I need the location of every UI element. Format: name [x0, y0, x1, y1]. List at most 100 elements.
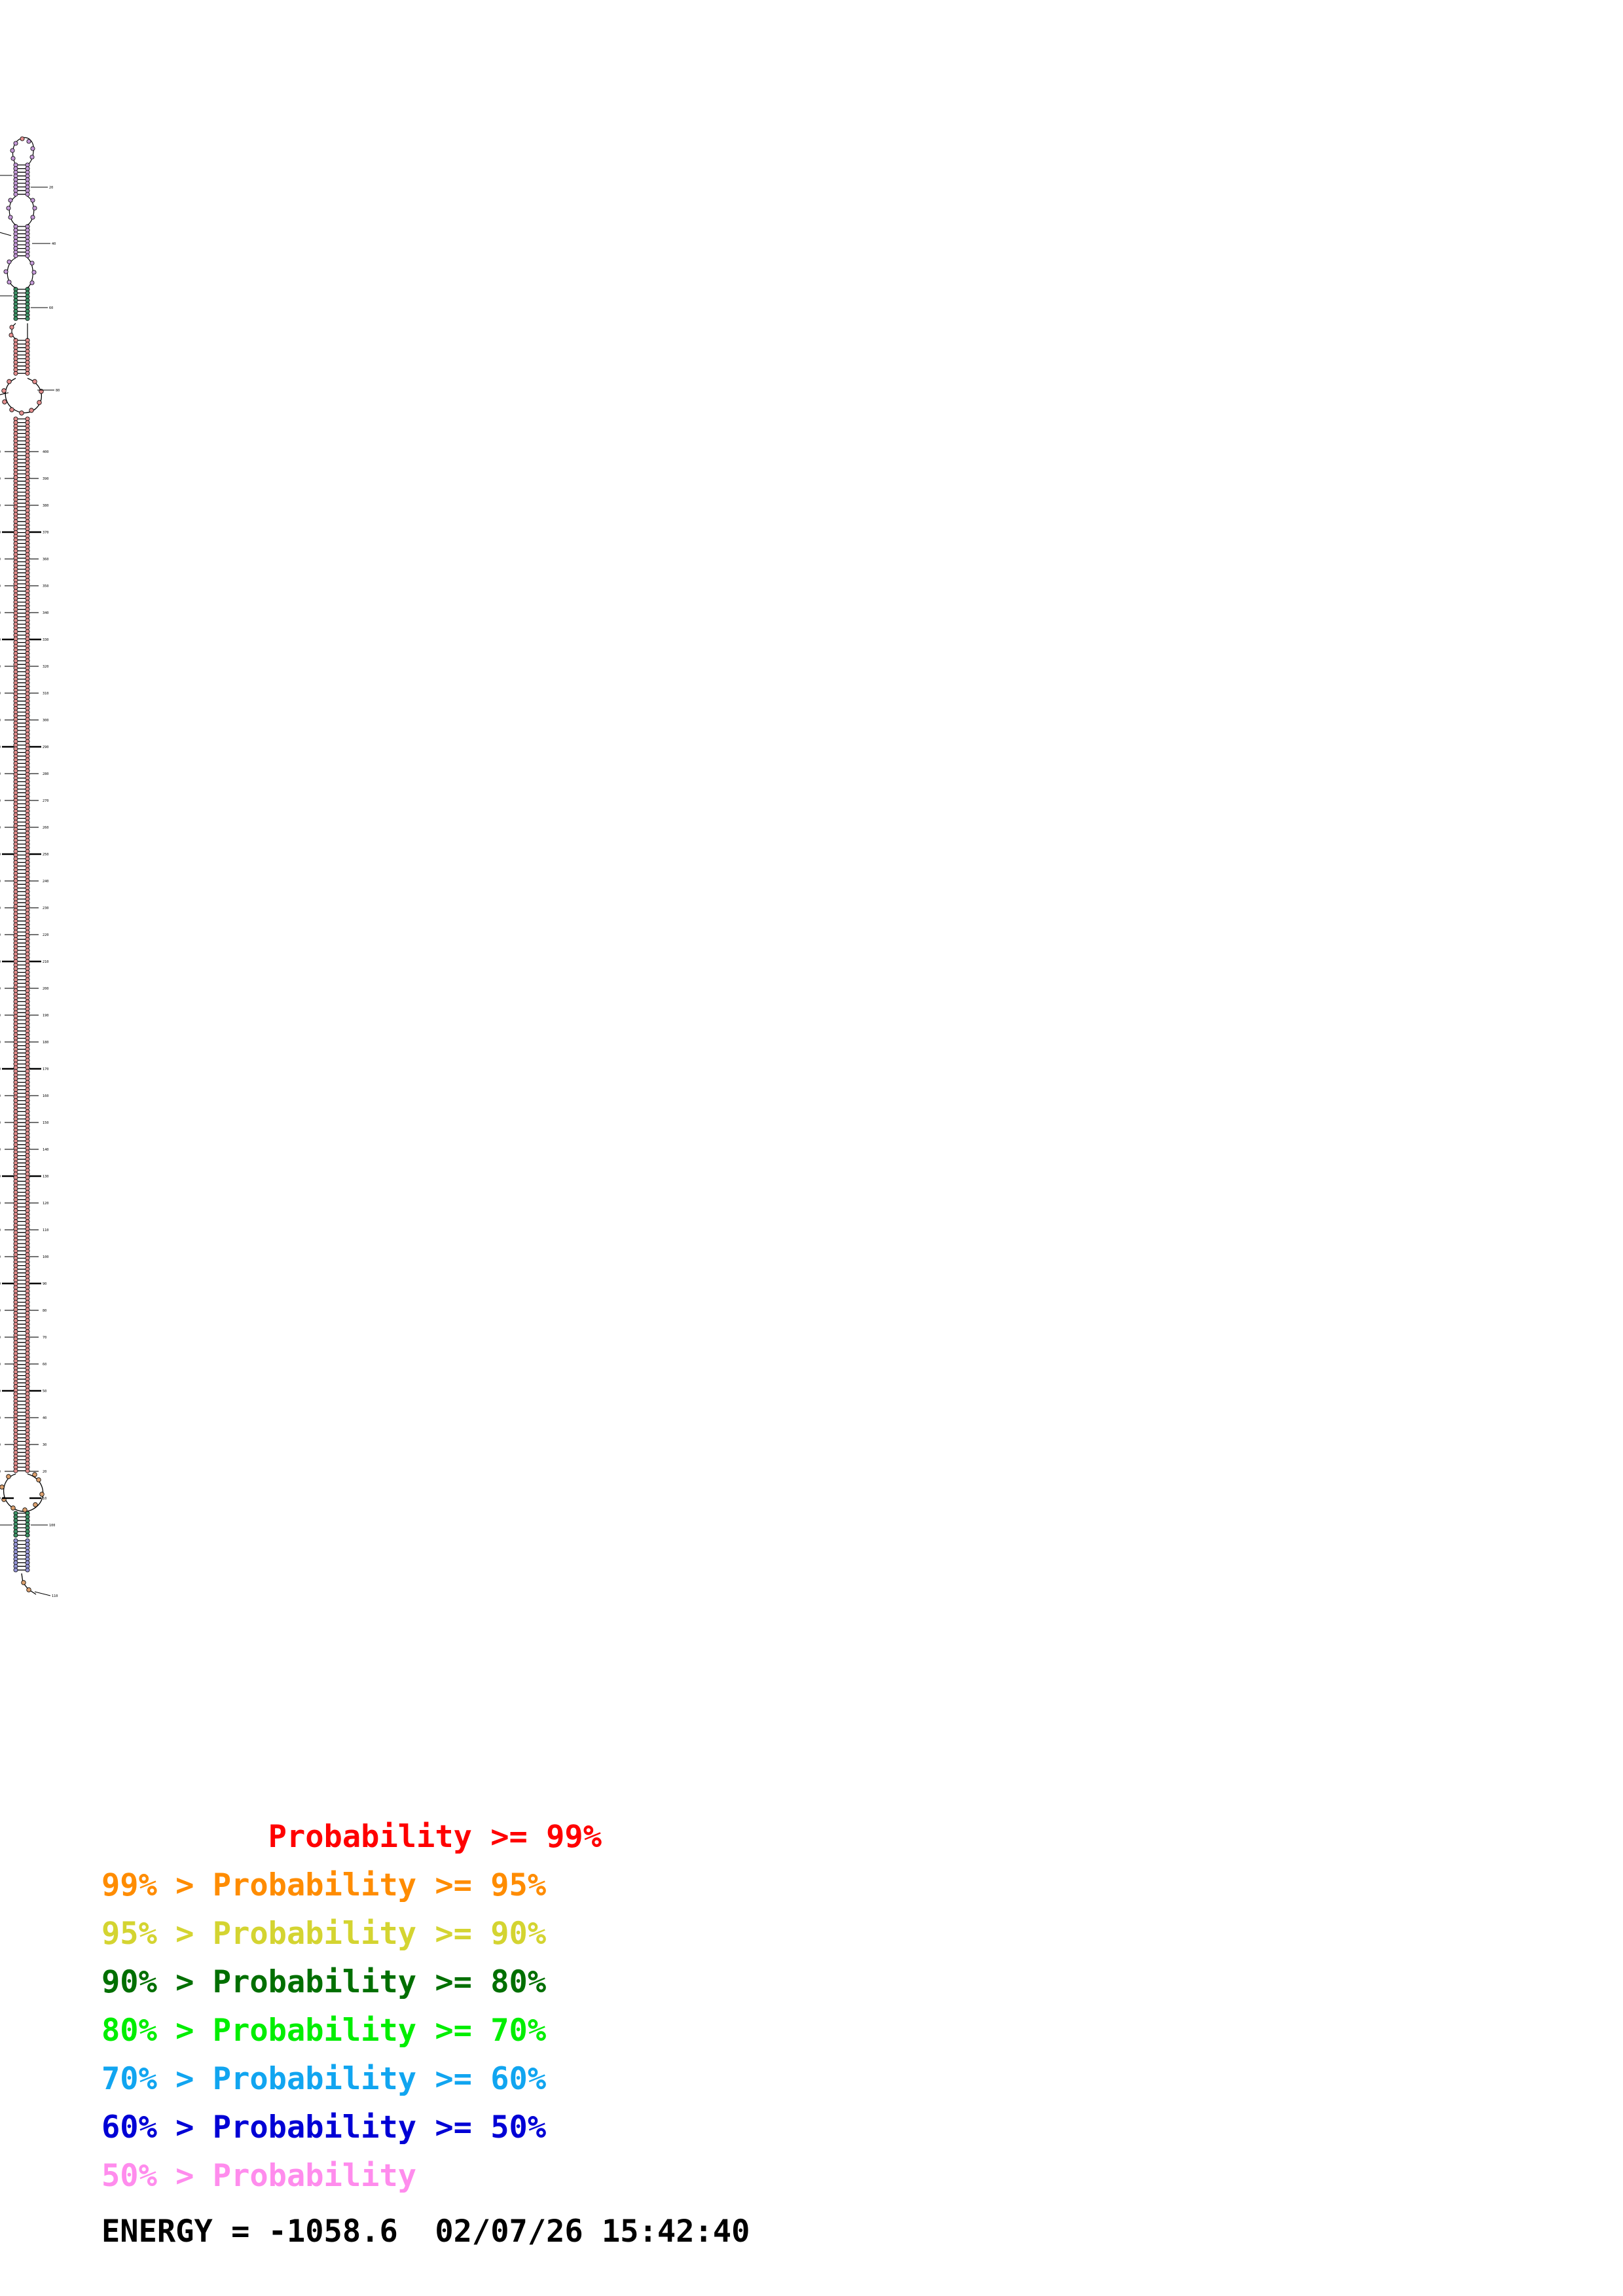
svg-text:100: 100 — [49, 1524, 55, 1528]
svg-text:60: 60 — [43, 1363, 46, 1367]
svg-text:350: 350 — [0, 1363, 1, 1367]
svg-text:40: 40 — [0, 531, 1, 535]
svg-text:170: 170 — [0, 880, 1, 884]
svg-text:310: 310 — [0, 1255, 1, 1259]
svg-text:140: 140 — [43, 1148, 48, 1152]
svg-text:60: 60 — [49, 306, 53, 310]
svg-text:280: 280 — [0, 1175, 1, 1179]
svg-text:10: 10 — [43, 1497, 46, 1501]
svg-text:130: 130 — [0, 772, 1, 776]
svg-text:150: 150 — [43, 1121, 48, 1125]
svg-text:320: 320 — [43, 665, 48, 669]
svg-text:120: 120 — [0, 745, 1, 749]
svg-text:30: 30 — [0, 504, 1, 508]
svg-text:220: 220 — [0, 1014, 1, 1018]
lower-helix-region — [13, 1511, 30, 1573]
svg-text:310: 310 — [43, 692, 48, 696]
svg-text:210: 210 — [43, 960, 48, 964]
svg-text:260: 260 — [0, 1121, 1, 1125]
svg-text:260: 260 — [43, 826, 48, 830]
svg-text:340: 340 — [43, 611, 48, 615]
svg-text:390: 390 — [43, 477, 48, 481]
lower-open-loop — [0, 1472, 45, 1513]
svg-text:240: 240 — [43, 880, 48, 884]
svg-text:190: 190 — [0, 933, 1, 937]
svg-text:210: 210 — [0, 987, 1, 991]
svg-text:150: 150 — [0, 826, 1, 830]
svg-text:390: 390 — [0, 1470, 1, 1474]
svg-text:290: 290 — [0, 1202, 1, 1206]
svg-text:170: 170 — [43, 1067, 48, 1071]
svg-text:340: 340 — [0, 1336, 1, 1340]
svg-text:100: 100 — [43, 1255, 48, 1259]
svg-text:90: 90 — [43, 1282, 46, 1286]
svg-text:40: 40 — [43, 1416, 46, 1420]
free-end-tail — [21, 1573, 37, 1595]
large-interior-loop — [1, 378, 44, 416]
svg-text:360: 360 — [43, 558, 48, 562]
legend-row-p80: 90% > Probability >= 80% — [101, 1964, 547, 2000]
svg-text:20: 20 — [49, 186, 53, 190]
svg-text:320: 320 — [0, 1282, 1, 1286]
svg-text:330: 330 — [0, 1309, 1, 1313]
svg-text:290: 290 — [43, 745, 48, 749]
svg-text:280: 280 — [43, 772, 48, 776]
svg-text:110: 110 — [0, 719, 1, 723]
svg-text:160: 160 — [0, 853, 1, 857]
svg-text:200: 200 — [43, 987, 48, 991]
legend-row-plow: 50% > Probability — [101, 2158, 417, 2194]
svg-text:10: 10 — [0, 450, 1, 454]
svg-text:80: 80 — [43, 1309, 46, 1313]
svg-text:300: 300 — [0, 1229, 1, 1232]
legend-row-p95: 99% > Probability >= 95% — [101, 1867, 547, 1903]
svg-text:250: 250 — [0, 1094, 1, 1098]
legend-row-p99: Probability >= 99% — [101, 1819, 602, 1855]
svg-text:80: 80 — [0, 638, 1, 642]
svg-text:180: 180 — [0, 906, 1, 910]
main-stem-helix — [13, 416, 30, 1473]
legend-row-p60: 70% > Probability >= 60% — [101, 2061, 547, 2097]
svg-text:90: 90 — [0, 665, 1, 669]
svg-text:180: 180 — [43, 1041, 48, 1045]
svg-text:20: 20 — [43, 1470, 46, 1474]
svg-text:110: 110 — [52, 1594, 58, 1598]
probability-legend: Probability >= 99% 99% > Probability >= … — [101, 1813, 1018, 2200]
svg-text:50: 50 — [43, 1390, 46, 1393]
svg-text:140: 140 — [0, 799, 1, 803]
svg-text:370: 370 — [43, 531, 48, 535]
svg-text:270: 270 — [0, 1148, 1, 1152]
svg-text:360: 360 — [0, 1390, 1, 1393]
svg-text:230: 230 — [0, 1041, 1, 1045]
legend-row-p50: 60% > Probability >= 50% — [101, 2109, 547, 2145]
svg-text:380: 380 — [0, 1443, 1, 1447]
svg-text:190: 190 — [43, 1014, 48, 1018]
svg-text:70: 70 — [0, 611, 1, 615]
svg-text:330: 330 — [43, 638, 48, 642]
svg-text:200: 200 — [0, 960, 1, 964]
svg-text:30: 30 — [43, 1443, 46, 1447]
svg-text:220: 220 — [43, 933, 48, 937]
legend-row-p90: 95% > Probability >= 90% — [101, 1916, 547, 1952]
svg-text:380: 380 — [43, 504, 48, 508]
svg-text:400: 400 — [43, 450, 48, 454]
svg-text:100: 100 — [0, 692, 1, 696]
svg-text:40: 40 — [52, 242, 56, 246]
svg-text:300: 300 — [43, 719, 48, 723]
legend-row-p70: 80% > Probability >= 70% — [101, 2013, 547, 2049]
svg-text:110: 110 — [43, 1229, 48, 1232]
svg-text:80: 80 — [56, 389, 60, 393]
svg-text:350: 350 — [43, 584, 48, 588]
svg-text:120: 120 — [43, 1202, 48, 1206]
svg-text:230: 230 — [43, 906, 48, 910]
structure-root: 10 400 20 390 30 380 40 370 50 360 60 350 70 340 80 330… — [0, 136, 60, 1598]
position-tick-layer: 10 400 20 390 30 380 40 370 50 360 60 350 70 340 80 330… — [0, 175, 60, 1598]
svg-text:160: 160 — [43, 1094, 48, 1098]
svg-text:50: 50 — [0, 558, 1, 562]
svg-text:250: 250 — [43, 853, 48, 857]
svg-text:20: 20 — [0, 477, 1, 481]
energy-timestamp-footer: ENERGY = -1058.6 02/07/26 15:42:40 — [101, 2214, 750, 2250]
svg-text:60: 60 — [0, 584, 1, 588]
svg-text:400: 400 — [0, 1497, 1, 1501]
svg-text:270: 270 — [43, 799, 48, 803]
upper-helix-region — [3, 162, 37, 376]
